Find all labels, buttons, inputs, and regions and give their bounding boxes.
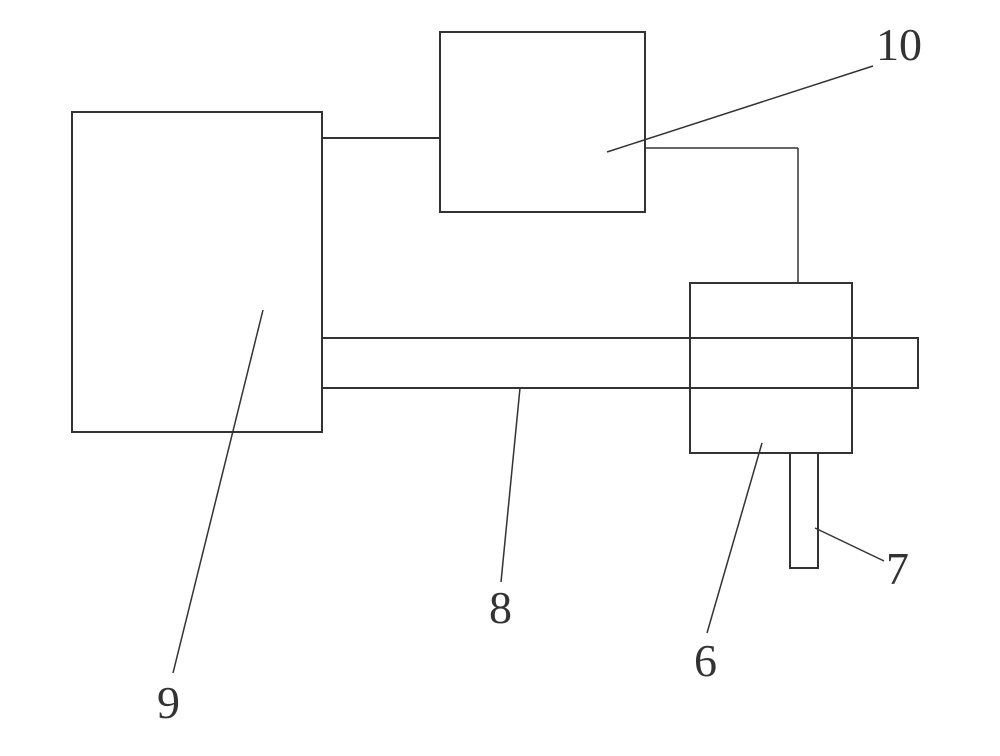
label-8: 8 (489, 388, 520, 633)
svg-text:6: 6 (694, 635, 717, 686)
svg-text:9: 9 (157, 677, 180, 728)
label-10: 10 (607, 19, 922, 152)
svg-text:10: 10 (876, 19, 922, 70)
svg-text:7: 7 (886, 543, 909, 594)
label-6: 6 (694, 443, 762, 686)
label-9: 9 (157, 310, 263, 728)
stub-7 (790, 453, 818, 568)
label-7: 7 (815, 528, 909, 594)
svg-text:8: 8 (489, 582, 512, 633)
box-6 (690, 283, 852, 453)
box-9 (72, 112, 322, 432)
box-10 (440, 32, 645, 212)
